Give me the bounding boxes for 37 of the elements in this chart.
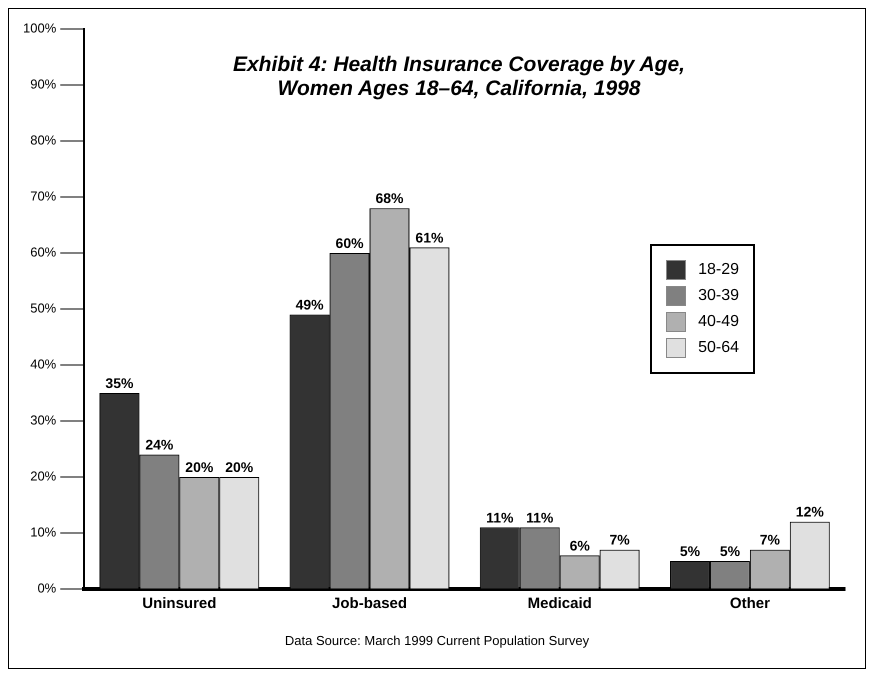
legend-label: 18-29 [698, 261, 739, 279]
legend-label: 50-64 [698, 339, 739, 357]
data-label: 68% [375, 190, 404, 206]
y-tick-label: 100% [23, 20, 57, 36]
data-label: 7% [760, 532, 781, 548]
y-tick-label: 70% [30, 188, 57, 204]
text: Exhibit 4: Health Insurance Coverage by Age, Women Ages 18–64, California, 1998 [232, 53, 686, 101]
y-tick-label: 0% [37, 580, 57, 596]
data-label: 60% [336, 234, 364, 251]
data-label: 11% [486, 509, 514, 526]
y-tick-label: 50% [30, 300, 57, 316]
data-label: 12% [796, 504, 824, 520]
y-tick-label: 30% [30, 412, 57, 428]
data-label: 35% [105, 374, 134, 391]
x-tick-label: Medicaid [528, 595, 592, 612]
data-label: 61% [415, 229, 444, 246]
x-tick-label: Uninsured [142, 595, 216, 612]
data-label: 20% [185, 458, 214, 475]
y-tick-label: 10% [30, 524, 57, 540]
data-label: 20% [225, 458, 254, 475]
data-label: 24% [145, 436, 174, 452]
legend-label: 40-49 [698, 313, 739, 331]
data-label: 5% [680, 542, 701, 559]
x-tick-label: Other [730, 595, 770, 612]
data-label: 5% [720, 542, 741, 559]
data-label: 49% [296, 296, 324, 312]
y-tick-label: 60% [30, 244, 57, 260]
y-tick-label: 20% [30, 468, 57, 484]
y-tick-label: 80% [30, 132, 57, 148]
source-note: Data Source: March 1999 Current Population Survey [284, 633, 590, 648]
data-label: 6% [570, 537, 590, 554]
y-tick-label: 90% [30, 76, 57, 92]
legend-label: 30-39 [698, 287, 739, 305]
data-label: 11% [526, 509, 554, 526]
x-tick-label: Job-based [332, 595, 408, 612]
data-label: 7% [610, 532, 630, 548]
y-tick-label: 40% [30, 356, 57, 372]
